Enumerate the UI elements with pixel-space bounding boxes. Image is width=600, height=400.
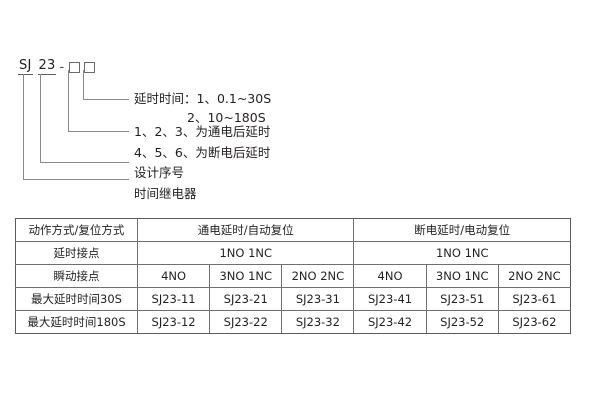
model-code-box-1 bbox=[69, 61, 81, 73]
table-cell: 通电延时/自动复位 bbox=[136, 218, 355, 242]
table-row-label: 瞬动接点 bbox=[15, 264, 138, 288]
table-cell: SJ23-62 bbox=[497, 310, 572, 334]
note-delay-time: 延时时间：1、0.1~30S bbox=[134, 91, 272, 106]
table-cell: SJ23-61 bbox=[497, 287, 572, 311]
model-code-series: 23 bbox=[37, 58, 57, 75]
model-code: SJ 23 - bbox=[18, 58, 97, 76]
note-off-delay-codes: 4、5、6、为断电后延时 bbox=[134, 145, 271, 160]
table-row: 最大延时时间30S SJ23-11 SJ23-21 SJ23-31 SJ23-41 SJ2… bbox=[15, 287, 572, 311]
table-cell: SJ23-42 bbox=[353, 310, 427, 334]
table-row-label: 最大延时时间30S bbox=[15, 287, 138, 311]
leader-hline-delay-codes bbox=[68, 131, 129, 132]
table-cell: SJ23-51 bbox=[425, 287, 499, 311]
note-product-type: 时间继电器 bbox=[134, 186, 197, 201]
table-cell: SJ23-41 bbox=[353, 287, 427, 311]
table-cell: 1NO 1NC bbox=[353, 241, 571, 265]
table-cell: 断电延时/电动复位 bbox=[353, 218, 571, 242]
model-code-dash: - bbox=[59, 59, 65, 75]
table-cell: 3NO 1NC bbox=[209, 264, 283, 288]
table-cell: SJ23-32 bbox=[281, 310, 355, 334]
table-cell: SJ23-12 bbox=[136, 310, 211, 334]
table-row: 动作方式/复位方式 通电延时/自动复位 断电延时/电动复位 bbox=[15, 218, 571, 242]
model-code-prefix: SJ bbox=[18, 58, 33, 75]
table-cell: 2NO 2NC bbox=[281, 264, 355, 288]
leader-vline-product-type bbox=[23, 74, 24, 179]
leader-hline-delay-time bbox=[83, 99, 129, 100]
table-cell: SJ23-22 bbox=[209, 310, 283, 334]
table-row: 瞬动接点 4NO 3NO 1NC 2NO 2NC 4NO 3NO 1NC 2NO 2NC bbox=[15, 264, 572, 288]
note-delay-time-second: 2、10~180S bbox=[187, 110, 266, 125]
table-row: 延时接点 1NO 1NC 1NO 1NC bbox=[15, 241, 571, 265]
table-row-label: 延时接点 bbox=[15, 241, 138, 265]
note-on-delay-codes: 1、2、3、为通电后延时 bbox=[134, 124, 271, 139]
table-row-label: 最大延时时间180S bbox=[15, 310, 138, 334]
specification-table-body: 动作方式/复位方式 通电延时/自动复位 断电延时/电动复位 延时接点 1NO 1NC 1N… bbox=[15, 218, 572, 334]
model-designation-diagram: SJ 23 - 延时时间：1、0.1~30S 2、10~180S 1、2、3、为… bbox=[18, 58, 272, 201]
leader-hline-design-serial bbox=[40, 162, 129, 163]
table-cell: SJ23-52 bbox=[425, 310, 499, 334]
note-design-serial: 设计序号 bbox=[134, 165, 185, 180]
model-code-box-2 bbox=[84, 61, 96, 73]
table-cell: 3NO 1NC bbox=[425, 264, 499, 288]
specification-table: 动作方式/复位方式 通电延时/自动复位 断电延时/电动复位 延时接点 1NO 1NC 1N… bbox=[15, 218, 572, 334]
leader-hline-product-type bbox=[23, 179, 129, 180]
table-row: 最大延时时间180S SJ23-12 SJ23-22 SJ23-32 SJ23-42 SJ… bbox=[15, 310, 572, 334]
table-cell: 4NO bbox=[136, 264, 211, 288]
table-cell: SJ23-31 bbox=[281, 287, 355, 311]
table-row-label: 动作方式/复位方式 bbox=[15, 218, 138, 242]
table-cell: 1NO 1NC bbox=[136, 241, 355, 265]
leader-vline-delay-time bbox=[83, 70, 84, 99]
leader-vline-design-serial bbox=[40, 74, 41, 162]
table-cell: SJ23-21 bbox=[209, 287, 283, 311]
table-cell: 2NO 2NC bbox=[497, 264, 572, 288]
table-cell: SJ23-11 bbox=[136, 287, 211, 311]
table-cell: 4NO bbox=[353, 264, 427, 288]
leader-vline-delay-codes bbox=[68, 70, 69, 131]
